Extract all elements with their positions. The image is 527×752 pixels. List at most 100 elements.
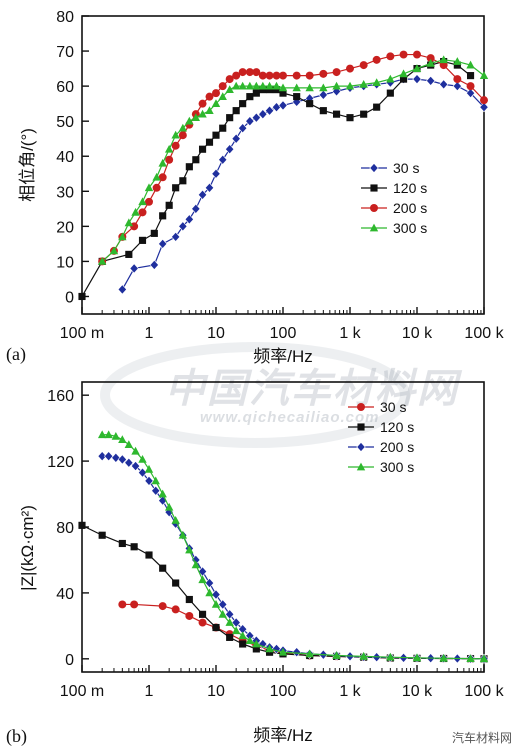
data-point <box>117 284 127 295</box>
data-point <box>118 435 127 444</box>
y-tick-label: 10 <box>56 254 74 271</box>
data-point <box>129 263 139 274</box>
data-point <box>117 454 127 465</box>
data-point <box>198 109 207 118</box>
data-point <box>171 141 180 150</box>
data-point <box>278 647 288 656</box>
x-tick-label: 1 k <box>339 325 361 342</box>
legend-marker <box>369 223 379 232</box>
data-point <box>205 92 214 101</box>
data-point <box>158 173 167 182</box>
data-point <box>205 588 214 597</box>
data-point <box>191 113 201 122</box>
legend-label: 30 s <box>380 399 406 415</box>
data-point <box>159 212 167 220</box>
data-point <box>399 50 408 59</box>
data-point <box>319 69 328 78</box>
data-point <box>158 158 167 167</box>
data-point <box>226 114 234 122</box>
data-point <box>185 163 193 171</box>
data-point <box>192 156 200 164</box>
y-tick-label: 80 <box>56 9 74 26</box>
data-point <box>265 81 274 90</box>
data-point <box>239 640 247 648</box>
data-point <box>111 452 121 463</box>
data-point <box>78 292 86 301</box>
x-tick-label: 100 <box>270 325 297 342</box>
legend-label: 120 s <box>380 419 414 435</box>
data-point <box>171 130 180 139</box>
data-point <box>258 638 268 650</box>
data-point <box>439 79 449 90</box>
data-point <box>319 107 327 115</box>
legend-label: 30 s <box>393 160 419 176</box>
series-300s <box>97 430 489 663</box>
watermark-corner-text: 汽车材料网 <box>452 730 512 745</box>
data-point <box>264 105 275 116</box>
data-point <box>145 197 153 206</box>
data-point <box>412 64 422 72</box>
data-point <box>124 440 134 448</box>
y-tick-label: 40 <box>56 149 74 166</box>
data-point <box>346 64 354 73</box>
data-point <box>412 653 422 662</box>
data-point <box>272 86 281 94</box>
data-point <box>319 83 328 92</box>
data-point <box>413 50 421 59</box>
data-point <box>479 71 489 79</box>
x-tick-label: 100 k <box>464 683 504 700</box>
data-point <box>245 68 254 77</box>
data-point <box>332 651 341 659</box>
data-point <box>164 507 174 518</box>
data-point <box>453 61 461 69</box>
data-point <box>251 112 261 123</box>
data-point <box>151 476 160 485</box>
data-point <box>165 155 174 164</box>
data-point <box>211 168 221 179</box>
y-tick-label: 160 <box>47 388 74 405</box>
data-point <box>211 600 221 608</box>
data-point <box>158 602 167 611</box>
data-point <box>97 257 107 265</box>
series-300s <box>97 55 489 265</box>
data-point <box>104 430 113 439</box>
x-axis-title-b: 频率/Hz <box>253 726 313 745</box>
data-point <box>359 651 368 660</box>
data-point <box>225 75 234 84</box>
x-tick-label: 100 m <box>60 325 104 342</box>
data-point <box>204 182 215 193</box>
y-tick-label: 20 <box>56 219 74 236</box>
watermark-main-text: 中国汽车材料网 <box>165 367 463 411</box>
data-point <box>205 138 214 146</box>
data-point <box>130 460 141 472</box>
data-point <box>231 626 241 635</box>
data-point <box>252 68 261 77</box>
data-point <box>97 451 107 462</box>
legend-label: 200 s <box>380 439 414 455</box>
panel-a-chart: 100 m 1 10 100 1 k 10 k 100 k 0 10 20 30 40 50 60 70 80… <box>6 9 505 366</box>
x-tick-label: 100 m <box>60 683 104 700</box>
x-tick-label: 10 <box>207 683 225 700</box>
data-point <box>225 85 234 93</box>
data-point <box>426 75 436 86</box>
x-tick-label: 10 k <box>402 325 433 342</box>
watermark-url-text: www.qichecailiao.com <box>200 409 380 426</box>
data-point <box>305 83 314 92</box>
series-200s <box>98 50 488 266</box>
data-point <box>359 61 368 70</box>
data-point <box>158 489 167 498</box>
data-point <box>184 214 194 225</box>
legend-b: 30 s 120 s 200 s 300 s <box>348 399 414 475</box>
legend-marker <box>357 423 365 431</box>
data-point <box>150 229 158 237</box>
data-point <box>332 110 341 118</box>
data-point <box>292 83 301 92</box>
legend-marker <box>356 462 366 471</box>
data-point <box>399 75 408 83</box>
data-point <box>386 52 395 61</box>
series-line <box>81 524 485 660</box>
legend-label: 300 s <box>393 220 427 236</box>
data-point <box>245 636 255 645</box>
data-point <box>258 109 268 120</box>
